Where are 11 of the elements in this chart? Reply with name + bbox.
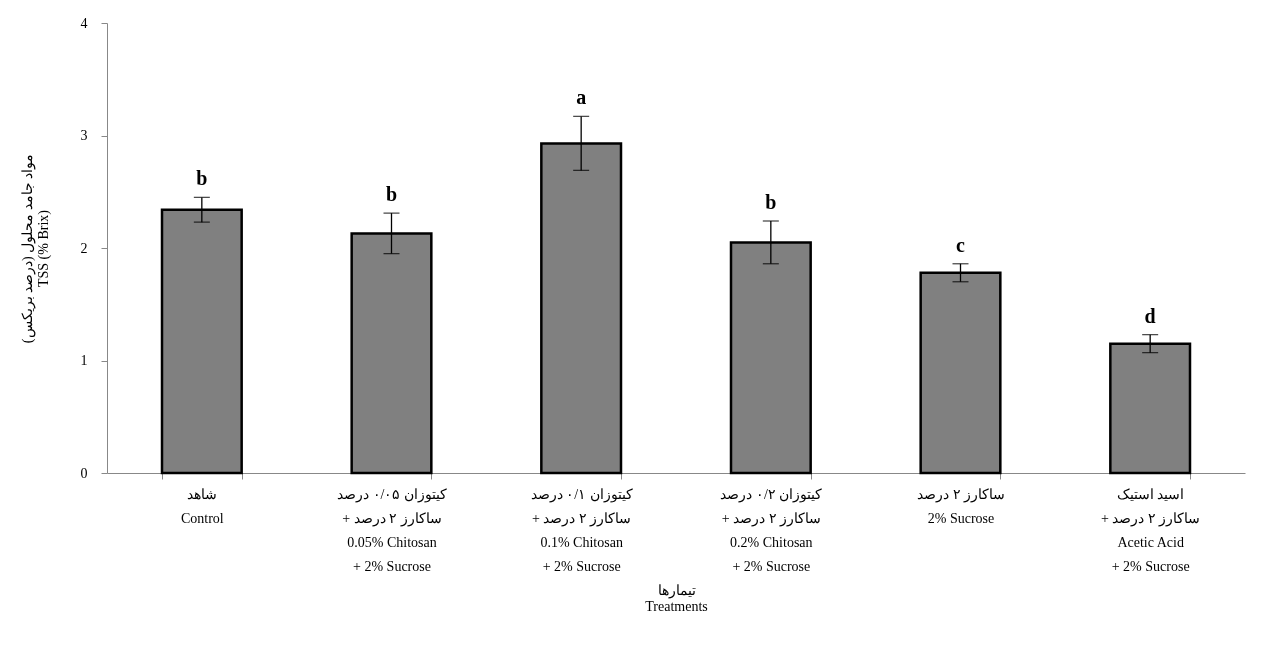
- annotation: c: [956, 233, 966, 256]
- y-tick-label: 0: [80, 465, 88, 481]
- y-tick-label: 2: [80, 240, 88, 256]
- annotation: b: [196, 167, 208, 190]
- y-tick-label: 1: [80, 353, 88, 368]
- annotation: b: [765, 191, 777, 213]
- annotation: b: [385, 183, 398, 206]
- annotation: d: [1144, 304, 1156, 327]
- annotation: a: [576, 86, 587, 109]
- y-tick-label: 4: [80, 15, 88, 31]
- y-tick-label: 3: [80, 128, 88, 143]
